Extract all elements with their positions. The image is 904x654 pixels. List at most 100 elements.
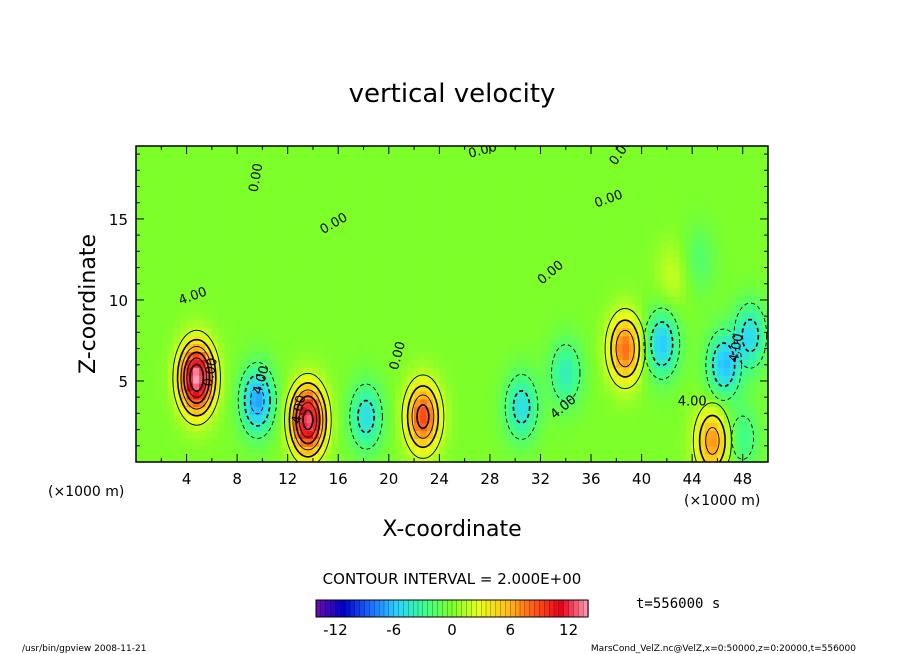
heat-cell <box>275 256 282 266</box>
heat-cell <box>294 430 301 439</box>
heat-cell <box>628 375 636 384</box>
heat-cell <box>319 153 327 163</box>
heat-cell <box>711 232 719 242</box>
heat-cell <box>331 256 339 266</box>
heat-cell <box>281 430 289 439</box>
heat-cell <box>635 311 643 321</box>
heat-cell <box>136 414 143 424</box>
heat-cell <box>628 422 636 431</box>
heat-cell <box>559 430 567 439</box>
heat-cell <box>414 446 421 455</box>
heat-cell <box>717 193 725 202</box>
footer-left: /usr/bin/gpview 2008-11-21 <box>22 644 146 654</box>
heat-cell <box>262 319 270 329</box>
heat-cell <box>414 311 421 321</box>
heat-cell <box>489 311 497 321</box>
heat-cell <box>154 454 162 462</box>
heat-cell <box>749 311 756 321</box>
heat-cell <box>660 161 668 171</box>
heat-cell <box>572 217 579 226</box>
heat-cell <box>470 390 478 400</box>
heat-cell <box>439 351 447 360</box>
heat-cell <box>237 335 245 345</box>
heat-cell <box>527 375 535 384</box>
heat-cell <box>464 343 472 352</box>
heat-cell <box>477 232 485 242</box>
heat-cell <box>591 335 598 345</box>
heat-cell <box>654 375 662 384</box>
heat-cell <box>388 185 396 194</box>
heat-cell <box>180 304 188 313</box>
heat-cell <box>363 272 371 281</box>
heat-cell <box>616 446 624 455</box>
heat-cell <box>616 256 624 266</box>
heat-cell <box>502 153 510 163</box>
heat-cell <box>312 209 320 218</box>
heat-cell <box>452 383 459 392</box>
heat-cell <box>268 272 276 281</box>
heat-cell <box>736 390 744 400</box>
heat-cell <box>679 446 687 455</box>
heat-cell <box>281 272 289 281</box>
heat-cell <box>420 414 428 424</box>
contour-line <box>284 372 332 462</box>
heat-cell <box>458 351 466 360</box>
heat-cell <box>578 201 586 210</box>
heat-cell <box>401 225 409 234</box>
heat-cell <box>496 185 504 194</box>
heat-cell <box>736 161 744 171</box>
heat-cell <box>331 146 339 155</box>
heat-cell <box>527 438 535 447</box>
heat-cell <box>186 161 194 171</box>
heat-cell <box>470 359 478 368</box>
heat-cell <box>717 438 725 447</box>
heat-cell <box>483 414 491 424</box>
heat-cell <box>496 422 504 431</box>
heat-cell <box>186 225 194 234</box>
heat-cell <box>294 304 301 313</box>
heat-cell <box>584 217 592 226</box>
heat-cell <box>628 240 636 250</box>
heat-cell <box>666 319 674 329</box>
heat-cell <box>496 398 504 408</box>
heat-cell <box>628 398 636 408</box>
heat-cell <box>433 327 440 337</box>
heat-cell <box>508 280 516 289</box>
heat-cell <box>306 296 314 305</box>
heat-cell <box>496 280 504 289</box>
heat-cell <box>685 446 693 455</box>
heat-cell <box>167 288 175 297</box>
heat-cell <box>591 359 598 368</box>
heat-cell <box>730 454 737 462</box>
heat-cell <box>717 248 725 258</box>
heat-cell <box>730 438 737 447</box>
heat-cell <box>584 161 592 171</box>
heat-cell <box>369 422 377 431</box>
heat-cell <box>357 201 365 210</box>
heat-cell <box>496 367 504 376</box>
heat-cell <box>306 217 314 226</box>
heat-cell <box>243 454 251 462</box>
heat-cell <box>136 390 143 400</box>
heat-cell <box>502 217 510 226</box>
heat-cell <box>180 296 188 305</box>
heat-cell <box>433 146 440 155</box>
heat-cell <box>192 375 200 384</box>
heat-cell <box>344 217 352 226</box>
heat-cell <box>211 414 219 424</box>
heat-cell <box>666 280 674 289</box>
heat-cell <box>742 256 750 266</box>
heat-cell <box>755 335 763 345</box>
heat-cell <box>167 430 175 439</box>
heat-cell <box>376 296 384 305</box>
heat-cell <box>148 256 156 266</box>
heat-cell <box>483 288 491 297</box>
heat-cell <box>717 201 725 210</box>
heat-cell <box>300 375 308 384</box>
heat-cell <box>142 193 150 202</box>
heat-cell <box>496 288 504 297</box>
heat-cell <box>148 343 156 352</box>
heat-cell <box>628 256 636 266</box>
heat-cell <box>407 311 415 321</box>
heat-cell <box>192 256 200 266</box>
